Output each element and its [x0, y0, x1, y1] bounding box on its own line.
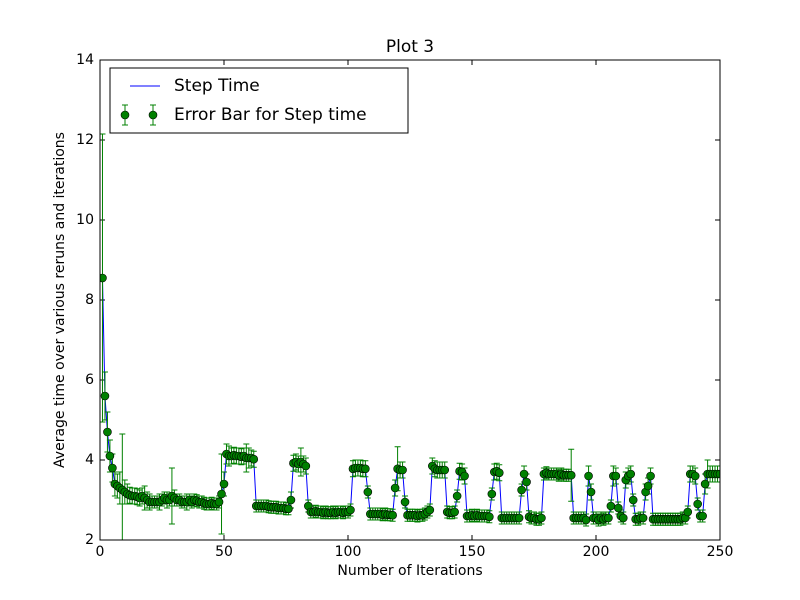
point: [715, 469, 720, 479]
x-tick-label: 250: [707, 544, 734, 560]
point: [103, 427, 112, 437]
point: [517, 485, 526, 495]
plot-area: [100, 133, 720, 540]
point: [604, 513, 613, 523]
x-axis-label: Number of Iterations: [337, 563, 482, 579]
legend-label: Step Time: [174, 76, 260, 96]
point: [698, 511, 707, 521]
point: [586, 487, 596, 497]
chart-title: Plot 3: [386, 37, 434, 57]
point: [494, 468, 504, 478]
legend-box: [109, 67, 409, 134]
point: [398, 465, 407, 475]
y-tick-label: 6: [85, 372, 94, 388]
y-tick-label: 8: [85, 292, 94, 308]
y-tick-label: 4: [85, 452, 94, 468]
point: [606, 501, 616, 511]
point: [217, 489, 226, 499]
point: [249, 454, 259, 464]
point: [643, 481, 653, 491]
point: [693, 499, 702, 509]
point: [214, 497, 224, 507]
point: [363, 487, 373, 497]
point: [638, 513, 648, 523]
point: [487, 489, 497, 499]
legend-marker: [148, 110, 158, 120]
point: [581, 515, 591, 525]
point: [361, 464, 370, 474]
point: [460, 471, 469, 481]
point: [690, 471, 700, 481]
y-tick-label: 10: [76, 212, 94, 228]
point: [100, 273, 107, 283]
point: [219, 479, 229, 489]
point: [301, 461, 311, 471]
point: [618, 513, 628, 523]
point: [440, 465, 450, 475]
point: [105, 451, 115, 461]
point: [286, 495, 296, 505]
point: [346, 505, 355, 515]
legend-label: Error Bar for Step time: [174, 105, 367, 125]
point: [614, 503, 623, 513]
x-tick-label: 200: [583, 544, 610, 560]
point: [537, 513, 546, 523]
x-tick-label: 100: [335, 544, 362, 560]
point: [683, 507, 693, 517]
point: [646, 471, 655, 481]
point: [519, 469, 529, 479]
point: [284, 504, 293, 514]
point: [390, 483, 400, 493]
point: [400, 497, 410, 507]
point: [626, 469, 636, 479]
point: [388, 510, 397, 520]
point: [611, 471, 621, 481]
point: [566, 470, 576, 480]
point: [584, 471, 593, 481]
y-tick-label: 12: [76, 132, 94, 148]
plot-frame: [99, 59, 721, 541]
point: [700, 479, 710, 489]
point: [425, 505, 435, 515]
point: [100, 391, 110, 401]
legend-marker: [120, 110, 130, 120]
x-tick-label: 50: [215, 544, 233, 560]
point: [108, 463, 117, 473]
point: [628, 495, 638, 505]
point: [514, 513, 524, 523]
x-tick-label: 150: [459, 544, 486, 560]
x-tick-label: 0: [96, 544, 105, 560]
error-bar: [717, 465, 720, 483]
point: [450, 507, 459, 517]
point: [522, 477, 531, 487]
y-tick-label: 14: [76, 52, 94, 68]
point: [452, 491, 462, 501]
y-tick-label: 2: [85, 532, 94, 548]
point: [485, 512, 494, 522]
y-axis-label: Average time over various reruns and ite…: [52, 132, 68, 468]
